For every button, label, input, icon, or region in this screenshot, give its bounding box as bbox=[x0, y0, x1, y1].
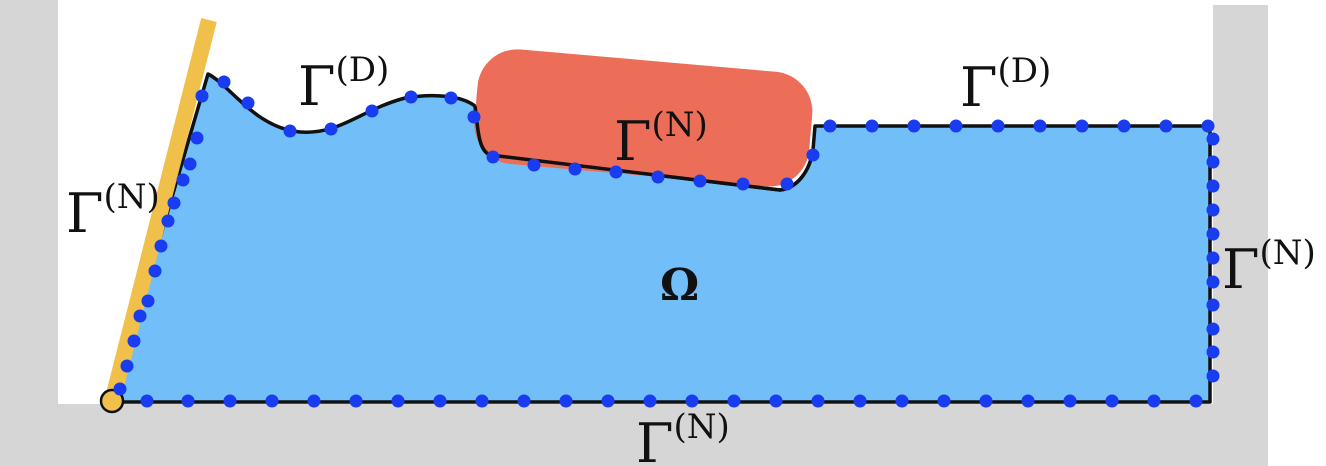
labels: Γ(D) Γ(D) Γ(N) Γ(N) Γ(N) Γ(N) Ω bbox=[66, 50, 1316, 466]
boundary-node bbox=[949, 119, 963, 133]
boundary-node bbox=[120, 359, 134, 373]
boundary-node bbox=[727, 394, 741, 408]
boundary-node bbox=[1206, 322, 1220, 336]
boundary-node bbox=[979, 394, 993, 408]
label-neumann-bottom: Γ(N) bbox=[636, 407, 730, 466]
boundary-node bbox=[217, 75, 231, 89]
boundary-node bbox=[559, 394, 573, 408]
boundary-node bbox=[853, 394, 867, 408]
boundary-node bbox=[806, 148, 820, 162]
boundary-node bbox=[1147, 394, 1161, 408]
boundary-node bbox=[141, 294, 155, 308]
boundary-node bbox=[307, 394, 321, 408]
container-walls bbox=[0, 0, 1268, 466]
obstacle bbox=[474, 49, 813, 187]
boundary-node bbox=[190, 131, 204, 145]
boundary-node bbox=[349, 394, 363, 408]
boundary-node bbox=[265, 394, 279, 408]
boundary-node bbox=[1105, 394, 1119, 408]
boundary-node bbox=[1063, 394, 1077, 408]
rod-pivot bbox=[99, 388, 125, 414]
boundary-node bbox=[907, 119, 921, 133]
boundary-node bbox=[1206, 227, 1220, 241]
boundary-node bbox=[486, 150, 500, 164]
boundary-node bbox=[991, 119, 1005, 133]
label-dirichlet-right: Γ(D) bbox=[960, 51, 1051, 119]
boundary-node bbox=[140, 394, 154, 408]
boundary-node bbox=[467, 110, 481, 124]
boundary-node bbox=[444, 91, 458, 105]
boundary-node bbox=[1206, 203, 1220, 217]
boundary-node bbox=[651, 170, 665, 184]
bottom-wall bbox=[0, 404, 1268, 466]
boundary-node bbox=[148, 264, 162, 278]
boundary-node bbox=[161, 214, 175, 228]
boundary-node bbox=[167, 196, 181, 210]
boundary-nodes bbox=[113, 75, 1220, 408]
boundary-node bbox=[693, 174, 707, 188]
boundary-node bbox=[1075, 119, 1089, 133]
right-wall bbox=[1213, 5, 1268, 466]
obstacle-contact-boundary bbox=[473, 105, 815, 192]
boundary-node bbox=[241, 96, 255, 110]
boundary-node bbox=[517, 394, 531, 408]
boundary-node bbox=[223, 394, 237, 408]
boundary-node bbox=[1033, 119, 1047, 133]
boundary-node bbox=[195, 89, 209, 103]
boundary-node bbox=[365, 104, 379, 118]
label-neumann-left: Γ(N) bbox=[66, 177, 160, 245]
boundary-node bbox=[811, 394, 825, 408]
boundary-node bbox=[865, 119, 879, 133]
boundary-node bbox=[1206, 275, 1220, 289]
label-domain-omega: Ω bbox=[660, 260, 699, 311]
boundary-node bbox=[1206, 345, 1220, 359]
boundary-node bbox=[780, 177, 794, 191]
boundary-node bbox=[113, 382, 127, 396]
boundary-node bbox=[1206, 132, 1220, 146]
boundary-node bbox=[1189, 394, 1203, 408]
left-wall bbox=[0, 0, 58, 466]
boundary-node bbox=[324, 122, 338, 136]
boundary-node bbox=[609, 165, 623, 179]
label-neumann-obstacle: Γ(N) bbox=[614, 105, 708, 173]
boundary-node bbox=[601, 394, 615, 408]
boundary-node bbox=[283, 124, 297, 138]
boundary-node bbox=[475, 394, 489, 408]
boundary-node bbox=[823, 119, 837, 133]
boundary-node bbox=[685, 394, 699, 408]
boundary-node bbox=[127, 334, 141, 348]
boundary-node bbox=[1201, 119, 1215, 133]
boundary-node bbox=[1021, 394, 1035, 408]
boundary-node bbox=[181, 394, 195, 408]
boundary-node bbox=[391, 394, 405, 408]
boundary-node bbox=[937, 394, 951, 408]
boundary-node bbox=[176, 173, 190, 187]
boundary-node bbox=[568, 162, 582, 176]
boundary-node bbox=[1206, 298, 1220, 312]
boundary-node bbox=[133, 309, 147, 323]
boundary-node bbox=[183, 157, 197, 171]
boundary-node bbox=[736, 177, 750, 191]
boundary-node bbox=[154, 239, 168, 253]
label-neumann-right: Γ(N) bbox=[1222, 233, 1316, 301]
boundary-node bbox=[643, 394, 657, 408]
boundary-node bbox=[1206, 369, 1220, 383]
boundary-node bbox=[433, 394, 447, 408]
boundary-node bbox=[1206, 179, 1220, 193]
boundary-node bbox=[1117, 119, 1131, 133]
label-dirichlet-left: Γ(D) bbox=[298, 50, 389, 118]
boundary-node bbox=[1159, 119, 1173, 133]
boundary-node bbox=[404, 90, 418, 104]
boundary-node bbox=[895, 394, 909, 408]
boundary-node bbox=[527, 158, 541, 172]
boundary-node bbox=[769, 394, 783, 408]
boundary-node bbox=[1206, 251, 1220, 265]
boundary-node bbox=[1206, 155, 1220, 169]
